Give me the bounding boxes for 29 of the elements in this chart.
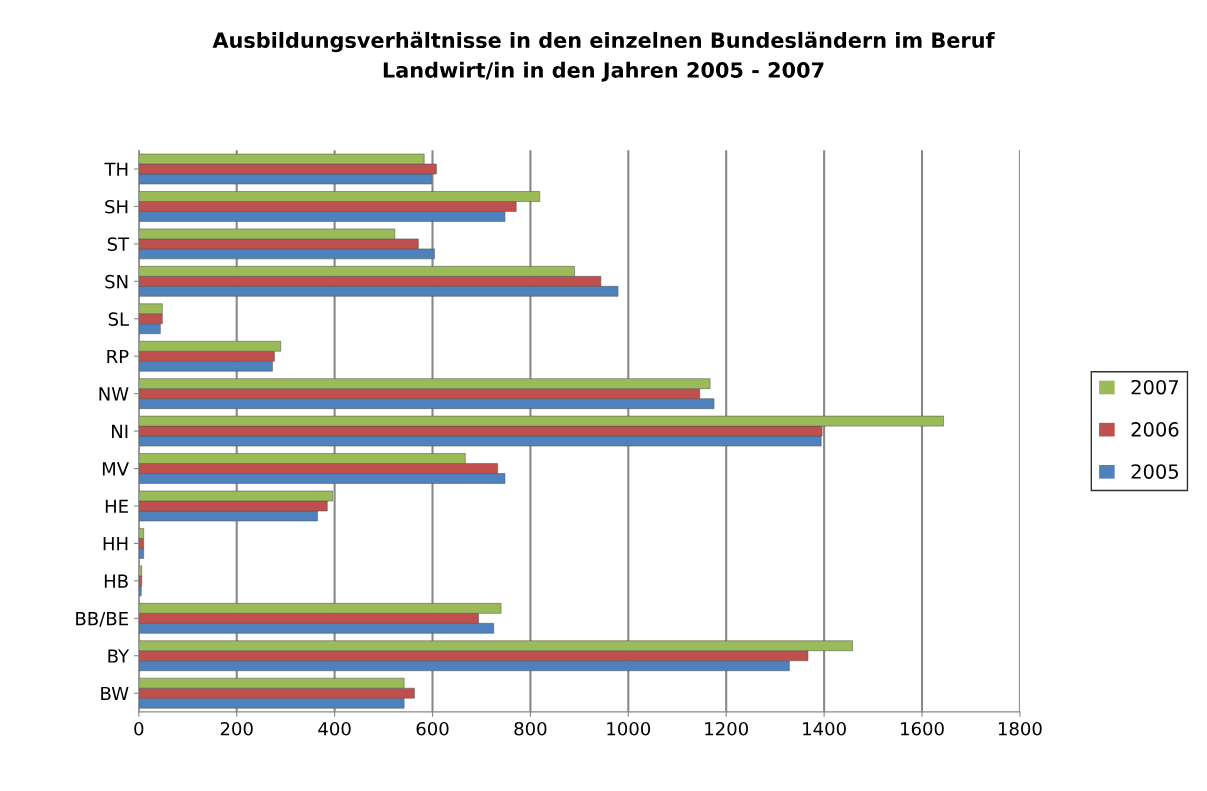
y-tick-label: HH — [103, 537, 128, 551]
x-tick-label: 1200 — [705, 721, 748, 736]
x-tick-label: 1400 — [803, 721, 846, 736]
x-tick-label: 1600 — [901, 721, 944, 736]
y-tick-label: MV — [102, 462, 129, 476]
legend-label: 2005 — [1131, 464, 1178, 479]
y-tick-label: NW — [99, 387, 129, 401]
y-tick-label: SH — [105, 199, 128, 214]
y-tick-label: BW — [101, 686, 129, 701]
y-tick-label: ST — [107, 237, 130, 252]
y-tick-label: NI — [112, 424, 128, 438]
legend-label: 2007 — [1131, 379, 1179, 395]
y-tick-label: TH — [104, 162, 128, 176]
x-tick-label: 400 — [318, 721, 351, 736]
y-tick-label: SL — [108, 312, 129, 326]
x-tick-label: 1000 — [607, 721, 651, 736]
x-tick-label: 200 — [220, 721, 253, 736]
x-tick-label: 600 — [416, 721, 449, 736]
y-tick-label: RP — [107, 349, 129, 364]
x-tick-label: 1800 — [998, 721, 1042, 736]
x-tick-label: 0 — [134, 721, 144, 736]
y-tick-label: SN — [105, 274, 128, 289]
legend-label: 2006 — [1131, 422, 1179, 437]
y-tick-label: BB/BE — [76, 611, 128, 627]
y-tick-label: HE — [105, 499, 128, 513]
y-tick-label: HB — [104, 574, 128, 588]
y-tick-label: BY — [108, 649, 130, 663]
chart-title: Ausbildungsverhältnisse in den einzelnen Bundesländern im Beruf Landwirt/in in den Jahren 2005 - 2007 — [212, 31, 995, 82]
x-tick-label: 800 — [514, 721, 547, 736]
